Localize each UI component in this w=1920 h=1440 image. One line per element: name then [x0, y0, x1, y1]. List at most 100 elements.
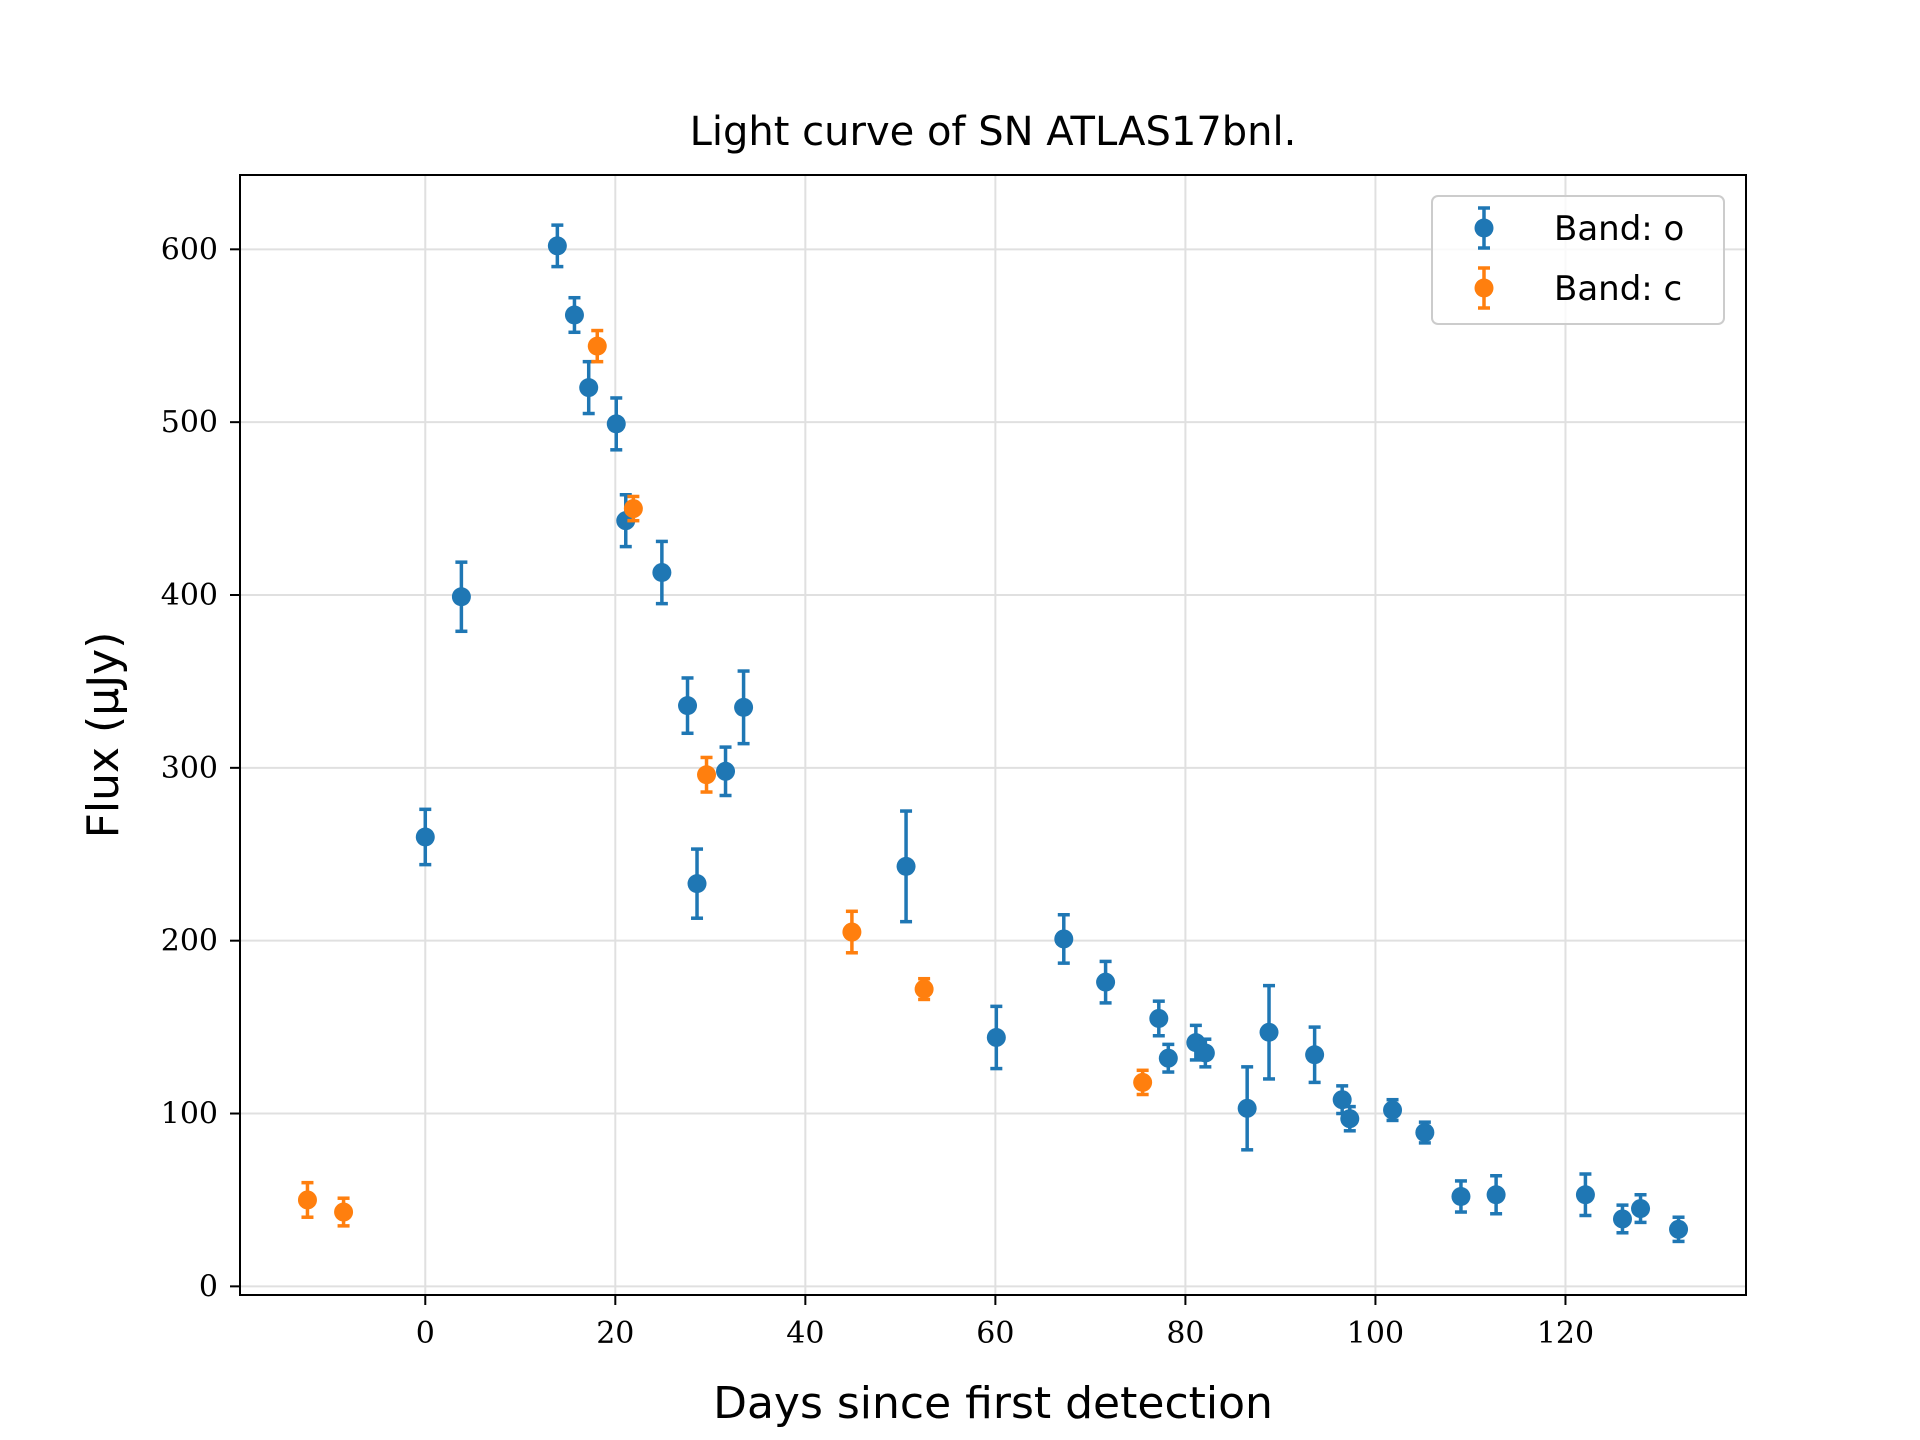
y-tick-label: 600: [161, 232, 218, 267]
marker: [606, 414, 626, 434]
data-point-band-o: [451, 560, 471, 634]
data-point-band-c: [842, 909, 862, 955]
marker: [896, 856, 916, 876]
marker: [334, 1202, 354, 1222]
data-points: [297, 223, 1689, 1244]
grid-lines: [240, 175, 1746, 1295]
data-point-band-o: [687, 847, 707, 920]
marker: [587, 336, 607, 356]
data-point-band-o: [1149, 999, 1169, 1038]
marker: [1669, 1219, 1689, 1239]
data-point-band-o: [1259, 983, 1279, 1081]
legend-entry-band-o: Band: o: [1474, 206, 1684, 250]
data-point-band-o: [1415, 1120, 1435, 1145]
marker: [623, 499, 643, 519]
y-tick-label: 500: [161, 405, 218, 440]
marker: [415, 827, 435, 847]
data-point-band-o: [1575, 1172, 1595, 1218]
y-tick-label: 200: [161, 924, 218, 959]
marker: [687, 874, 707, 894]
data-point-band-o: [1237, 1065, 1257, 1152]
marker: [1575, 1185, 1595, 1205]
marker: [1415, 1123, 1435, 1143]
data-point-band-c: [334, 1196, 354, 1228]
legend-marker: [1474, 278, 1494, 298]
data-point-band-c: [587, 328, 607, 364]
data-point-band-o: [1340, 1104, 1360, 1133]
data-point-band-o: [716, 745, 736, 798]
marker: [1158, 1048, 1178, 1068]
marker: [1237, 1098, 1257, 1118]
x-tick-label: 0: [416, 1316, 435, 1351]
marker: [297, 1190, 317, 1210]
marker: [986, 1027, 1006, 1047]
legend-entry-band-c: Band: c: [1474, 266, 1682, 310]
data-point-band-o: [1195, 1037, 1215, 1069]
data-point-band-o: [415, 807, 435, 867]
legend-label: Band: c: [1554, 269, 1682, 309]
legend: Band: o Band: c: [1431, 195, 1725, 325]
x-tick-label: 120: [1537, 1316, 1594, 1351]
marker: [1096, 972, 1116, 992]
data-point-band-o: [1669, 1215, 1689, 1244]
marker: [678, 696, 698, 716]
marker: [564, 305, 584, 325]
marker: [1486, 1185, 1506, 1205]
marker: [579, 378, 599, 398]
marker: [716, 761, 736, 781]
data-point-band-o: [547, 223, 567, 269]
x-tick-label: 80: [1166, 1316, 1204, 1351]
marker: [697, 765, 717, 785]
data-point-band-o: [734, 669, 754, 746]
data-point-band-o: [1054, 913, 1074, 965]
data-point-band-c: [1133, 1068, 1153, 1097]
x-tick-label: 20: [596, 1316, 634, 1351]
marker: [914, 979, 934, 999]
x-axis-label: Days since first detection: [713, 1378, 1273, 1429]
legend-marker: [1474, 218, 1494, 238]
data-point-band-c: [914, 976, 934, 1002]
marker: [1631, 1199, 1651, 1219]
marker: [1612, 1209, 1632, 1229]
marker: [1054, 929, 1074, 949]
marker: [1259, 1022, 1279, 1042]
data-point-band-o: [1332, 1084, 1352, 1116]
data-point-band-c: [623, 494, 643, 523]
marker: [734, 697, 754, 717]
marker: [1383, 1100, 1403, 1120]
y-tick-label: 300: [161, 751, 218, 786]
data-point-band-o: [652, 539, 672, 606]
data-point-band-o: [678, 676, 698, 736]
data-point-band-o: [1612, 1203, 1632, 1235]
marker: [547, 236, 567, 256]
marker: [1332, 1090, 1352, 1110]
marker: [1149, 1008, 1169, 1028]
data-point-band-o: [986, 1004, 1006, 1071]
marker: [1195, 1043, 1215, 1063]
y-tick-label: 400: [161, 578, 218, 613]
data-point-band-o: [1451, 1179, 1471, 1214]
data-point-band-o: [1158, 1042, 1178, 1074]
data-point-band-o: [1383, 1097, 1403, 1123]
marker: [1133, 1072, 1153, 1092]
plot-frame: [239, 174, 1747, 1296]
data-point-band-o: [1631, 1193, 1651, 1225]
data-point-band-o: [579, 359, 599, 416]
x-tick-label: 60: [976, 1316, 1014, 1351]
data-point-band-o: [564, 295, 584, 335]
data-point-band-o: [606, 396, 626, 452]
marker: [1305, 1045, 1325, 1065]
marker: [652, 563, 672, 583]
legend-label: Band: o: [1554, 209, 1684, 249]
chart-title: Light curve of SN ATLAS17bnl.: [690, 109, 1297, 155]
data-point-band-o: [1486, 1173, 1506, 1216]
marker: [842, 922, 862, 942]
y-tick-label: 0: [199, 1269, 218, 1304]
data-point-band-c: [297, 1180, 317, 1219]
data-point-band-o: [1305, 1025, 1325, 1085]
data-point-band-c: [697, 755, 717, 794]
marker: [451, 587, 471, 607]
marker: [1451, 1186, 1471, 1206]
legend-box: [1431, 195, 1725, 325]
